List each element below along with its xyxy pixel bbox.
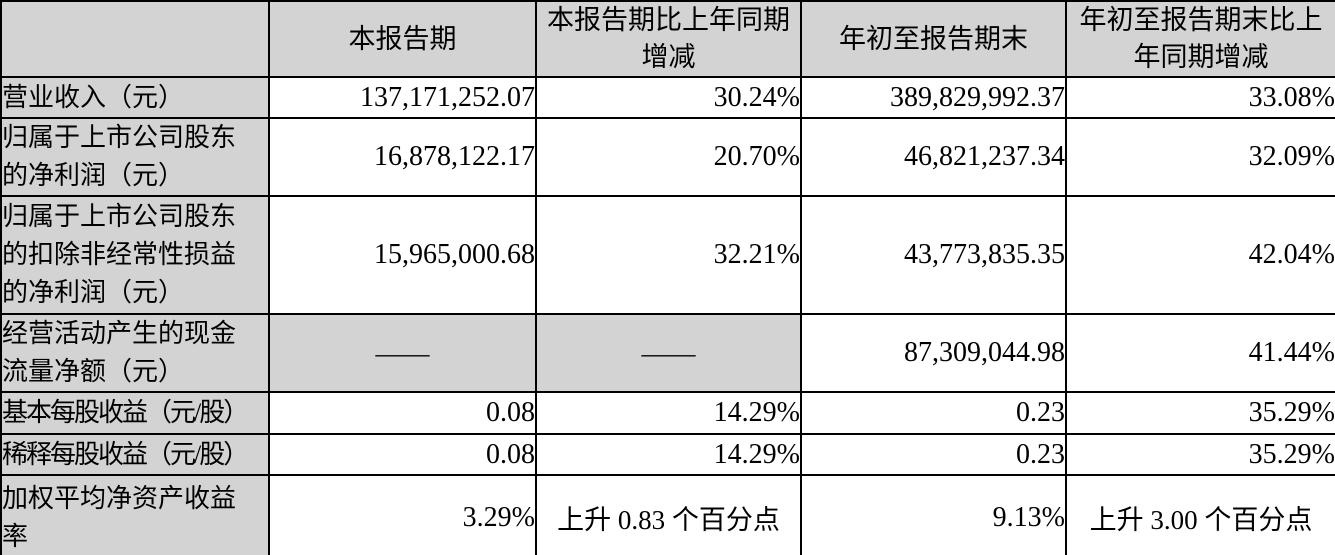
table-row-net-profit-excl-nonrecurring: 归属于上市公司股东 的扣除非经常性损益 的净利润（元） 15,965,000.6… (0, 195, 1335, 315)
basic-eps-current-period: 0.08 (268, 391, 537, 435)
net-profit-ytd-vs-prior: 32.09% (1065, 117, 1335, 197)
revenue-ytd-vs-prior: 33.08% (1065, 76, 1335, 119)
row-label-diluted-eps: 稀释每股收益（元/股） (0, 433, 270, 476)
cash-flow-ytd: 87,309,044.98 (800, 313, 1067, 393)
net-profit-excl-ytd-vs-prior: 42.04% (1065, 195, 1335, 315)
roe-ytd-vs-prior: 上升 3.00 个百分点 (1065, 474, 1335, 555)
revenue-current-period: 137,171,252.07 (268, 76, 537, 119)
net-profit-ytd: 46,821,237.34 (800, 117, 1067, 197)
basic-eps-current-vs-prior: 14.29% (535, 391, 802, 435)
row-label-revenue: 营业收入（元） (0, 76, 270, 119)
col-header-year-to-date: 年初至报告期末 (800, 0, 1067, 78)
net-profit-excl-current-vs-prior: 32.21% (535, 195, 802, 315)
table-row-revenue: 营业收入（元） 137,171,252.07 30.24% 389,829,99… (0, 76, 1335, 119)
cash-flow-current-period-dash: —— (268, 313, 537, 393)
table-row-net-profit: 归属于上市公司股东 的净利润（元） 16,878,122.17 20.70% 4… (0, 117, 1335, 197)
table-header-row: 本报告期 本报告期比上年同期 增减 年初至报告期末 年初至报告期末比上 年同期增… (0, 0, 1335, 78)
revenue-current-vs-prior: 30.24% (535, 76, 802, 119)
revenue-ytd: 389,829,992.37 (800, 76, 1067, 119)
net-profit-current-period: 16,878,122.17 (268, 117, 537, 197)
diluted-eps-current-period: 0.08 (268, 433, 537, 476)
table-row-basic-eps: 基本每股收益（元/股） 0.08 14.29% 0.23 35.29% (0, 391, 1335, 435)
table-row-diluted-eps: 稀释每股收益（元/股） 0.08 14.29% 0.23 35.29% (0, 433, 1335, 476)
row-label-basic-eps: 基本每股收益（元/股） (0, 391, 270, 435)
table-row-weighted-avg-roe: 加权平均净资产收益 率 3.29% 上升 0.83 个百分点 9.13% 上升 … (0, 474, 1335, 555)
net-profit-excl-current-period: 15,965,000.68 (268, 195, 537, 315)
row-label-operating-cash-flow: 经营活动产生的现金 流量净额（元） (0, 313, 270, 393)
basic-eps-ytd-vs-prior: 35.29% (1065, 391, 1335, 435)
basic-eps-ytd: 0.23 (800, 391, 1067, 435)
row-label-net-profit: 归属于上市公司股东 的净利润（元） (0, 117, 270, 197)
net-profit-excl-ytd: 43,773,835.35 (800, 195, 1067, 315)
row-label-net-profit-excl-nonrecurring: 归属于上市公司股东 的扣除非经常性损益 的净利润（元） (0, 195, 270, 315)
col-header-metric (0, 0, 270, 78)
net-profit-current-vs-prior: 20.70% (535, 117, 802, 197)
cash-flow-ytd-vs-prior: 41.44% (1065, 313, 1335, 393)
col-header-ytd-vs-prior-year: 年初至报告期末比上 年同期增减 (1065, 0, 1335, 78)
diluted-eps-ytd-vs-prior: 35.29% (1065, 433, 1335, 476)
roe-ytd: 9.13% (800, 474, 1067, 555)
diluted-eps-current-vs-prior: 14.29% (535, 433, 802, 476)
table-row-operating-cash-flow: 经营活动产生的现金 流量净额（元） —— —— 87,309,044.98 41… (0, 313, 1335, 393)
roe-current-period: 3.29% (268, 474, 537, 555)
diluted-eps-ytd: 0.23 (800, 433, 1067, 476)
row-label-weighted-avg-roe: 加权平均净资产收益 率 (0, 474, 270, 555)
col-header-current-vs-prior-year: 本报告期比上年同期 增减 (535, 0, 802, 78)
cash-flow-current-vs-prior-dash: —— (535, 313, 802, 393)
roe-current-vs-prior: 上升 0.83 个百分点 (535, 474, 802, 555)
col-header-current-period: 本报告期 (268, 0, 537, 78)
